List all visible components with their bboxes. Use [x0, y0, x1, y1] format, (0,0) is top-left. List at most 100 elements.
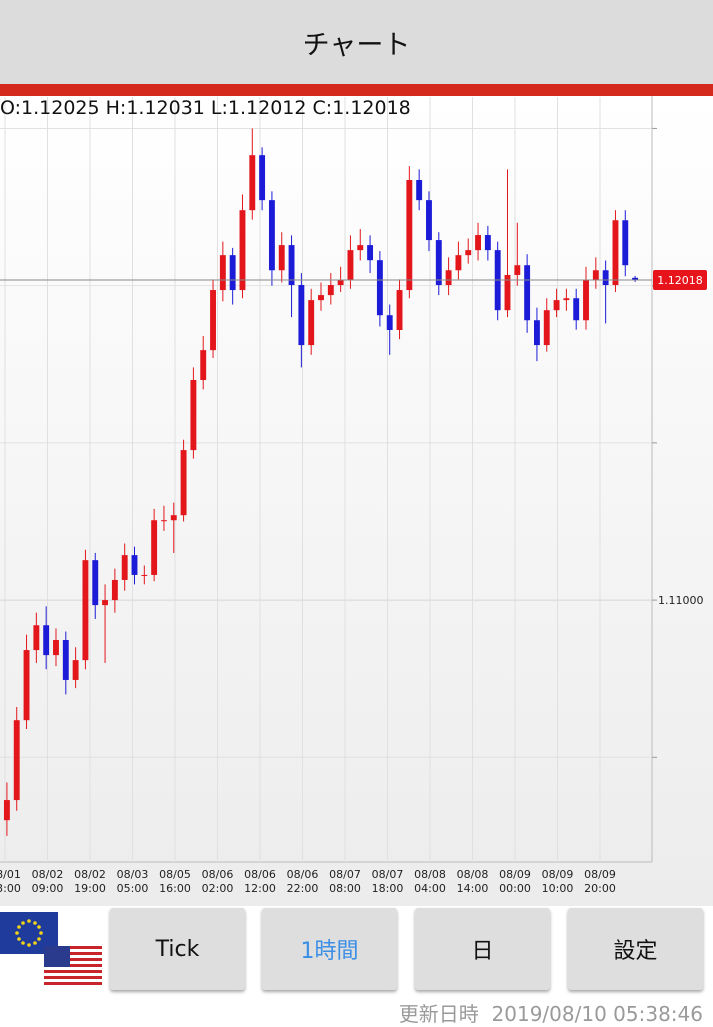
- candle-body: [337, 279, 344, 286]
- candle-body: [484, 235, 491, 251]
- x-tick-label: 12:00: [244, 882, 276, 895]
- x-tick-label: 09:00: [32, 882, 64, 895]
- x-tick-label: 22:00: [287, 882, 319, 895]
- candle-body: [376, 260, 383, 316]
- currency-pair-icon: [0, 912, 102, 986]
- candle-body: [278, 245, 285, 271]
- candle-body: [514, 265, 521, 275]
- candle-body: [259, 155, 266, 201]
- candle-body: [190, 379, 197, 451]
- candle-body: [72, 660, 79, 680]
- candle-body: [475, 235, 481, 251]
- candle-body: [357, 245, 364, 251]
- price-tag-label: 1.12018: [657, 274, 703, 287]
- ohlc-readout: O:1.12025 H:1.12031 L:1.12012 C:1.12018: [0, 97, 411, 119]
- price-tag: [653, 269, 707, 290]
- x-tick-label: 08/09: [584, 868, 616, 881]
- candle-body: [43, 625, 50, 656]
- candle-body: [53, 640, 59, 656]
- x-tick-label: 08/06: [202, 868, 234, 881]
- candle-body: [533, 320, 540, 346]
- candle-body: [151, 520, 158, 575]
- candle-body: [111, 579, 118, 601]
- candle-body: [563, 298, 570, 301]
- candle-body: [396, 290, 403, 330]
- candle-body: [543, 310, 550, 346]
- timeframe-button[interactable]: Tick: [110, 908, 245, 990]
- candle-body: [219, 255, 226, 291]
- candle-body: [13, 720, 20, 801]
- candle-body: [210, 290, 216, 351]
- x-tick-label: 08/09: [499, 868, 531, 881]
- candle-body: [170, 515, 177, 521]
- candle-body: [622, 220, 629, 266]
- candle-body: [200, 350, 207, 380]
- candle-body: [33, 625, 40, 651]
- candle-body: [82, 560, 89, 661]
- x-tick-label: 10:00: [542, 882, 574, 895]
- candle-body: [435, 240, 442, 286]
- x-tick-label: 08/09: [542, 868, 574, 881]
- x-tick-label: 08/08: [414, 868, 446, 881]
- candle-body: [406, 180, 413, 291]
- candle-body: [327, 285, 334, 296]
- candle-body: [92, 560, 99, 606]
- timeframe-button[interactable]: 1時間: [262, 908, 397, 990]
- candle-body: [504, 274, 511, 311]
- candle-body: [141, 574, 148, 576]
- chart-background: [0, 96, 713, 906]
- x-tick-label: 13:00: [0, 882, 21, 895]
- candle-body: [573, 298, 580, 321]
- candle-body: [445, 270, 452, 286]
- x-tick-label: 14:00: [457, 882, 489, 895]
- candle-body: [161, 520, 167, 522]
- candle-body: [632, 277, 639, 280]
- x-tick-label: 08/06: [287, 868, 319, 881]
- candle-body: [426, 200, 432, 241]
- update-time: 更新日時 2019/08/10 05:38:46: [399, 998, 703, 1027]
- x-tick-label: 08/05: [159, 868, 191, 881]
- x-tick-label: 08/02: [32, 868, 64, 881]
- timeframe-button[interactable]: 設定: [568, 908, 703, 990]
- candle-body: [131, 555, 138, 575]
- candle-body: [308, 300, 315, 346]
- candle-body: [298, 285, 305, 346]
- candle-body: [239, 210, 246, 291]
- x-tick-label: 19:00: [74, 882, 106, 895]
- candle-body: [612, 220, 619, 286]
- candle-body: [318, 295, 324, 301]
- x-tick-label: 08/06: [244, 868, 276, 881]
- x-tick-label: 08/08: [457, 868, 489, 881]
- x-tick-label: 08/01: [0, 868, 21, 881]
- x-tick-label: 04:00: [414, 882, 446, 895]
- x-tick-label: 08/02: [74, 868, 106, 881]
- candle-body: [553, 300, 560, 311]
- candle-body: [524, 265, 531, 321]
- update-timestamp: 2019/08/10 05:38:46: [491, 1002, 703, 1026]
- x-tick-label: 08:00: [329, 882, 361, 895]
- x-tick-label: 08/03: [117, 868, 149, 881]
- x-tick-label: 08/07: [329, 868, 361, 881]
- candle-body: [62, 640, 69, 680]
- y-tick-label: 1.11000: [658, 594, 704, 607]
- accent-stripe: [0, 84, 713, 96]
- candle-body: [455, 255, 462, 271]
- candle-body: [416, 180, 423, 201]
- candle-body: [249, 155, 256, 211]
- candle-body: [268, 200, 275, 271]
- timeframe-button[interactable]: 日: [415, 908, 550, 990]
- candle-body: [583, 279, 589, 321]
- candle-body: [229, 255, 236, 291]
- candle-body: [180, 450, 187, 516]
- candle-body: [23, 650, 30, 721]
- candle-body: [465, 250, 472, 256]
- title-bar: チャート: [0, 0, 713, 84]
- x-tick-label: 18:00: [372, 882, 404, 895]
- candle-body: [602, 270, 609, 286]
- x-tick-label: 16:00: [159, 882, 191, 895]
- update-label: 更新日時: [398, 1002, 479, 1026]
- candle-body: [386, 315, 393, 330]
- x-tick-label: 08/07: [372, 868, 404, 881]
- candle-body: [347, 250, 354, 280]
